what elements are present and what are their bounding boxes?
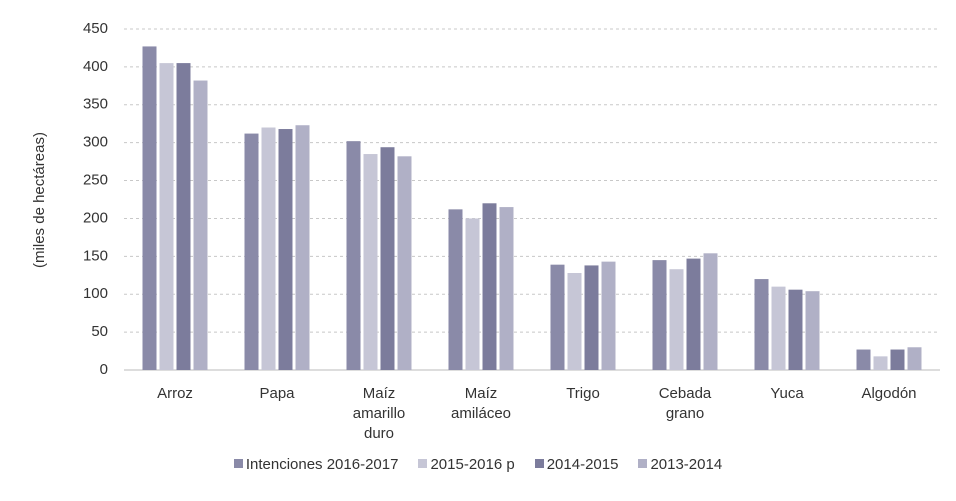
- legend-swatch: [418, 459, 428, 468]
- bar: [380, 147, 395, 370]
- bar: [805, 291, 820, 370]
- y-tick-label: 0: [100, 361, 108, 378]
- bar: [346, 141, 361, 370]
- bar: [482, 203, 497, 370]
- bar: [550, 264, 565, 370]
- bar: [567, 273, 582, 370]
- bar: [771, 286, 786, 370]
- bar: [890, 349, 905, 370]
- y-tick-label: 50: [91, 323, 108, 340]
- y-tick-label: 450: [83, 20, 108, 37]
- bar: [754, 279, 769, 370]
- bar: [397, 156, 412, 370]
- bar: [261, 127, 276, 370]
- bar: [703, 253, 718, 370]
- y-axis-label: (miles de hectáreas): [31, 132, 48, 268]
- y-tick-label: 350: [83, 96, 108, 113]
- legend-label: 2015-2016 p: [430, 456, 515, 473]
- bar: [465, 218, 480, 370]
- bar: [448, 209, 463, 370]
- legend-swatch: [638, 459, 648, 468]
- bar: [159, 63, 174, 370]
- legend-label: 2014-2015: [546, 456, 619, 473]
- legend-item: Intenciones 2016-2017: [233, 456, 399, 473]
- x-tick-label: Arroz: [157, 385, 193, 402]
- bar: [686, 258, 701, 370]
- bar: [193, 80, 208, 370]
- y-tick-label: 200: [83, 209, 108, 226]
- x-tick-label: Papa: [259, 385, 295, 402]
- bar: [142, 46, 157, 370]
- x-tick-label: Algodón: [861, 385, 917, 402]
- legend-item: 2015-2016 p: [418, 456, 515, 473]
- y-tick-label: 100: [83, 285, 108, 302]
- legend-swatch: [534, 459, 544, 468]
- x-tick-label: Trigo: [566, 385, 600, 402]
- y-tick-label: 250: [83, 172, 108, 189]
- x-tick-label: Cebada grano: [658, 385, 712, 422]
- legend: Intenciones 2016-2017 2015-2016 p 2014-201…: [0, 456, 956, 473]
- bar: [669, 269, 684, 370]
- bar: [652, 260, 667, 370]
- x-tick-label: Maíz amiláceo: [450, 385, 512, 422]
- bar: [499, 207, 514, 370]
- bar: [176, 63, 191, 370]
- bar: [295, 125, 310, 370]
- bar: [601, 261, 616, 370]
- legend-item: 2014-2015: [534, 456, 619, 473]
- bar: [788, 289, 803, 370]
- legend-label: 2013-2014: [650, 456, 723, 473]
- legend-label: Intenciones 2016-2017: [245, 456, 399, 473]
- y-tick-label: 150: [83, 247, 108, 264]
- bar: [363, 154, 378, 370]
- bar: [873, 356, 888, 370]
- x-tick-label: Yuca: [770, 385, 804, 402]
- legend-item: 2013-2014: [638, 456, 722, 473]
- bar: [278, 129, 293, 370]
- y-tick-label: 400: [83, 58, 108, 75]
- bar: [584, 265, 599, 370]
- y-tick-label: 300: [83, 134, 108, 151]
- bar: [244, 133, 259, 370]
- x-tick-label: Maíz amarillo duro: [352, 385, 406, 442]
- bar: [907, 347, 922, 370]
- legend-swatch: [233, 459, 243, 468]
- bar: [856, 349, 871, 370]
